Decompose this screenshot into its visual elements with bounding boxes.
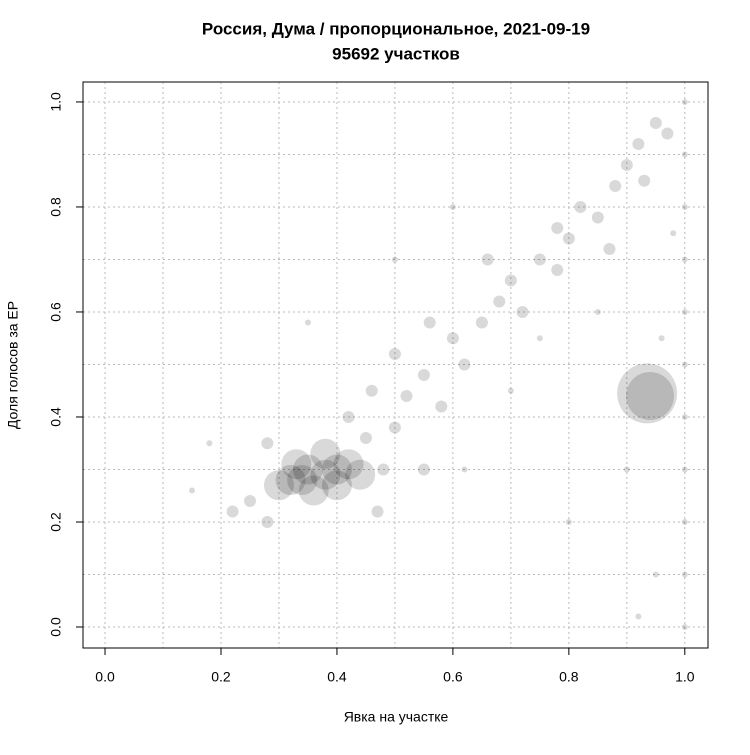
point (321, 470, 352, 501)
point (292, 454, 323, 485)
point (377, 463, 390, 476)
x-tick-label: 0.8 (559, 669, 579, 685)
point (449, 203, 456, 210)
point (321, 454, 352, 485)
point (658, 335, 665, 342)
point (626, 371, 675, 420)
point (310, 459, 341, 490)
point (533, 253, 546, 266)
point (516, 305, 529, 318)
point (371, 505, 384, 518)
point (603, 242, 616, 255)
point (310, 438, 341, 469)
point (461, 466, 468, 473)
point (481, 253, 494, 266)
point (574, 200, 587, 213)
point (635, 613, 642, 620)
y-tick-label: 0.6 (48, 302, 64, 322)
point (423, 316, 436, 329)
point (275, 464, 306, 495)
point (281, 449, 312, 480)
point (458, 358, 471, 371)
point (206, 440, 213, 447)
x-tick-label: 1.0 (675, 669, 695, 685)
x-axis-label: Явка на участке (344, 709, 449, 725)
y-axis-label: Доля голосов за ЕР (5, 301, 21, 429)
y-tick-label: 0.0 (48, 617, 64, 637)
point (345, 459, 376, 490)
point (652, 571, 659, 578)
point (661, 127, 674, 140)
y-tick-label: 0.8 (48, 197, 64, 217)
point (243, 494, 256, 507)
x-tick-label: 0.0 (95, 669, 115, 685)
x-tick-label: 0.6 (443, 669, 463, 685)
y-tick-label: 1.0 (48, 92, 64, 112)
point (446, 332, 459, 345)
point (638, 174, 651, 187)
point (504, 274, 517, 287)
point (649, 116, 662, 129)
x-tick-label: 0.4 (327, 669, 347, 685)
point (551, 263, 564, 276)
point (298, 475, 329, 506)
plot-frame (82, 81, 709, 649)
y-tick-label: 0.4 (48, 407, 64, 427)
point (617, 363, 678, 424)
point (681, 466, 688, 473)
point (388, 421, 401, 434)
point (681, 256, 688, 263)
point (681, 413, 688, 420)
point (609, 179, 622, 192)
point (591, 211, 604, 224)
point (620, 158, 633, 171)
point (681, 623, 688, 630)
point (417, 463, 430, 476)
point (681, 203, 688, 210)
point (435, 400, 448, 413)
point (551, 221, 564, 234)
point (359, 431, 372, 444)
point (365, 384, 378, 397)
point (388, 347, 401, 360)
point (565, 518, 572, 525)
point (417, 368, 430, 381)
point (342, 410, 355, 423)
point (226, 505, 239, 518)
point (681, 571, 688, 578)
point (681, 98, 688, 105)
point (263, 470, 294, 501)
chart-subtitle: 95692 участков (332, 44, 460, 63)
point (623, 466, 630, 473)
point (287, 464, 318, 495)
point (391, 256, 398, 263)
point (188, 487, 195, 494)
point (400, 389, 413, 402)
x-tick-label: 0.2 (211, 669, 231, 685)
y-tick-label: 0.2 (48, 512, 64, 532)
point (594, 308, 601, 315)
point (475, 316, 488, 329)
point (670, 230, 677, 237)
point (261, 437, 274, 450)
point (632, 137, 645, 150)
point (507, 387, 514, 394)
point (493, 295, 506, 308)
point (681, 361, 688, 368)
point (681, 518, 688, 525)
chart-title: Россия, Дума / пропорциональное, 2021-09… (202, 19, 590, 38)
point (304, 319, 311, 326)
point (681, 308, 688, 315)
point (562, 232, 575, 245)
point (261, 515, 274, 528)
point (333, 449, 364, 480)
point (681, 151, 688, 158)
point (536, 335, 543, 342)
